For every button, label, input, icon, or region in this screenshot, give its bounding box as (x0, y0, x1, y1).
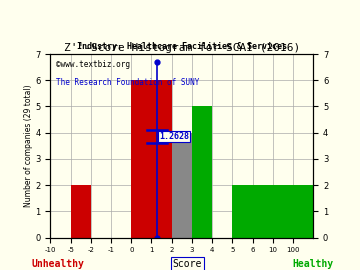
Text: 1.2628: 1.2628 (159, 132, 189, 141)
Bar (253, 185, 273, 238)
Text: Score: Score (172, 259, 202, 269)
Text: Industry: Healthcare Facilities & Services: Industry: Healthcare Facilities & Servic… (77, 42, 287, 51)
Bar (71, 185, 91, 238)
Bar (192, 106, 212, 238)
Text: Healthy: Healthy (293, 259, 334, 269)
Bar (273, 185, 313, 238)
Y-axis label: Number of companies (29 total): Number of companies (29 total) (23, 85, 32, 207)
Text: ©www.textbiz.org: ©www.textbiz.org (56, 59, 130, 69)
Text: Unhealthy: Unhealthy (31, 259, 84, 269)
Bar (232, 185, 253, 238)
Title: Z''-Score Histogram for SCAI (2016): Z''-Score Histogram for SCAI (2016) (64, 43, 300, 53)
Bar (172, 133, 192, 238)
Text: The Research Foundation of SUNY: The Research Foundation of SUNY (56, 78, 199, 87)
Bar (131, 80, 172, 238)
